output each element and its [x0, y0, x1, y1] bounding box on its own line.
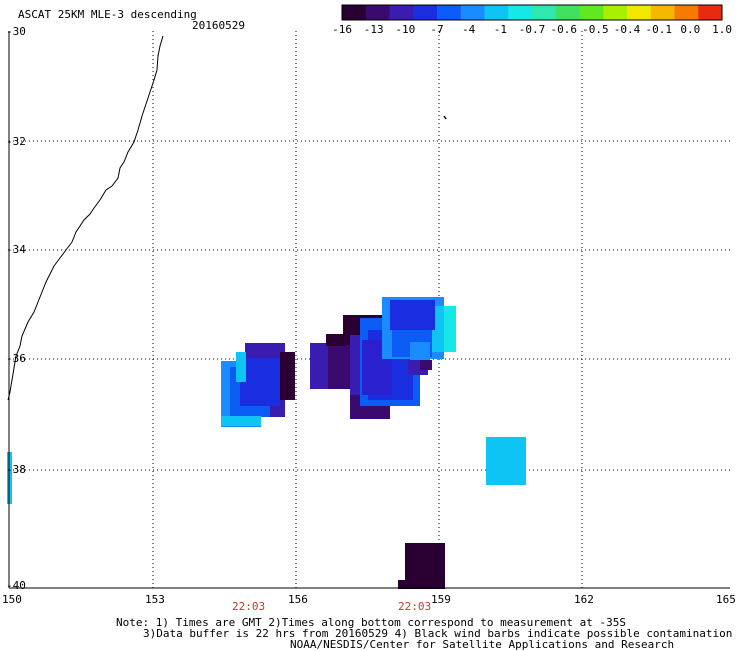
colorbar-label: -4 [462, 23, 476, 36]
wind-cell [326, 334, 346, 346]
lat-label: -40 [6, 579, 26, 592]
colorbar-label: -0.5 [582, 23, 609, 36]
wind-cell [398, 580, 408, 589]
colorbar-label: -1 [493, 23, 507, 36]
colorbar-label: -13 [363, 23, 384, 36]
colorbar-swatch [532, 5, 557, 20]
colorbar-label: -16 [332, 23, 352, 36]
pass-time: 22:03 [232, 600, 266, 613]
lon-label: 159 [431, 593, 451, 606]
coastline [7, 35, 164, 401]
lat-label: -34 [6, 243, 26, 256]
lat-label: -30 [6, 25, 26, 38]
wind-cell [221, 416, 261, 426]
lon-label: 150 [2, 593, 22, 606]
note-line-2: 3)Data buffer is 22 hrs from 20160529 4)… [143, 627, 733, 640]
colorbar-swatch [437, 5, 462, 20]
colorbar-label: -7 [430, 23, 444, 36]
colorbar-swatch [627, 5, 652, 20]
lat-label: -36 [6, 352, 26, 365]
colorbar-swatch [555, 5, 580, 20]
wind-cell [240, 358, 280, 406]
colorbar-label: -0.1 [645, 23, 672, 36]
lon-label: 153 [145, 593, 165, 606]
colorbar [341, 4, 723, 21]
pass-time: 22:03 [398, 600, 432, 613]
plot-frame [8, 31, 730, 589]
lat-lon-grid [9, 31, 730, 588]
lon-label: 156 [288, 593, 308, 606]
wind-cell [405, 543, 445, 589]
note-line-3: NOAA/NESDIS/Center for Satellite Applica… [290, 638, 675, 651]
colorbar-swatch [342, 5, 367, 20]
colorbar-swatch [650, 5, 675, 20]
lat-label: -38 [6, 463, 26, 476]
colorbar-swatch [508, 5, 533, 20]
island [443, 115, 447, 120]
lon-label: 165 [716, 593, 736, 606]
wind-cell [236, 352, 246, 382]
colorbar-swatch [484, 5, 509, 20]
wind-cell [328, 343, 350, 389]
colorbar-swatch [698, 5, 723, 20]
colorbar-swatch [389, 5, 414, 20]
colorbar-swatch [579, 5, 604, 20]
colorbar-label: 1.0 [712, 23, 732, 36]
wind-cell [420, 360, 432, 370]
colorbar-label: -0.7 [518, 23, 546, 36]
colorbar-label: 0.0 [680, 23, 701, 36]
product-title: ASCAT 25KM MLE-3 descending [18, 8, 197, 21]
lon-label: 162 [574, 593, 594, 606]
wind-cell [486, 437, 526, 485]
colorbar-label: -0.6 [550, 23, 577, 36]
colorbar-swatch [460, 5, 485, 20]
colorbar-swatch [674, 5, 699, 20]
wind-cell [444, 306, 456, 352]
wind-cell [280, 352, 295, 400]
colorbar-label: -10 [395, 23, 416, 36]
colorbar-label: -0.4 [613, 23, 641, 36]
colorbar-swatch [603, 5, 628, 20]
wind-data-cells [7, 297, 526, 589]
colorbar-swatch [365, 5, 390, 20]
colorbar-swatch [413, 5, 438, 20]
wind-cell [390, 300, 435, 330]
colorbar-border [341, 4, 723, 21]
note-line-1: Note: 1) Times are GMT 2)Times along bot… [116, 616, 626, 629]
product-date: 20160529 [192, 19, 245, 32]
lat-label: -32 [6, 135, 26, 148]
